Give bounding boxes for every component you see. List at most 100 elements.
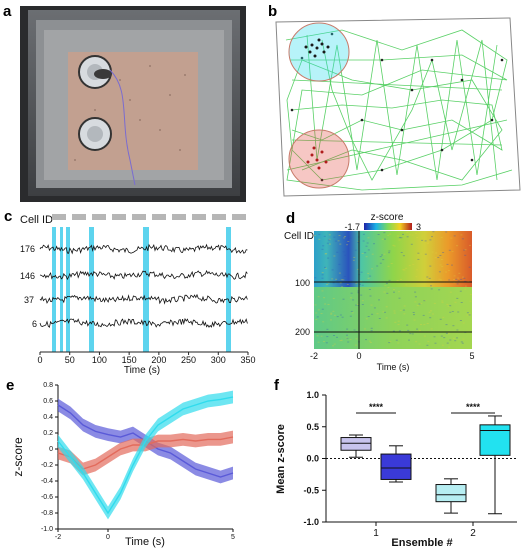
heatmap-noise: [376, 265, 379, 267]
highlight-bands: [52, 227, 231, 352]
heatmap-noise: [346, 283, 349, 285]
heatmap-noise: [369, 342, 372, 343]
heatmap-noise: [353, 329, 356, 331]
heatmap-noise: [357, 292, 360, 294]
heatmap-noise: [325, 253, 328, 255]
heatmap-noise: [341, 316, 344, 318]
track-lines: [285, 29, 513, 191]
heatmap-noise: [369, 295, 372, 297]
heatmap-noise: [332, 297, 335, 299]
f-y-tick-label: 0.0: [306, 454, 319, 464]
heatmap-noise: [415, 232, 418, 234]
heatmap-noise: [360, 271, 363, 273]
panel-c: c Cell ID 0 50 100 150 200 250 300 350 176 146 …: [0, 207, 262, 377]
heatmap-noise: [432, 231, 435, 233]
heatmap-noise: [468, 314, 471, 316]
heatmap-noise: [412, 263, 415, 265]
heatmap-noise: [336, 336, 338, 338]
heatmap-noise: [362, 240, 365, 242]
heatmap-noise: [370, 304, 373, 306]
heatmap-noise: [387, 286, 390, 288]
heatmap-noise: [433, 336, 436, 338]
heatmap-noise: [448, 332, 450, 334]
heatmap-noise: [357, 290, 360, 292]
heatmap-noise: [324, 253, 327, 255]
heatmap-noise: [398, 330, 401, 332]
heatmap-noise: [448, 279, 451, 281]
heatmap-noise: [384, 285, 387, 287]
heatmap-noise: [352, 299, 355, 301]
heatmap-noise: [396, 280, 399, 281]
cell-label: 146: [20, 271, 35, 281]
heatmap-noise: [431, 251, 434, 253]
heatmap-noise: [434, 342, 437, 344]
heatmap-noise: [352, 259, 355, 261]
heatmap-noise: [370, 330, 373, 332]
significance-label: ****: [369, 402, 384, 412]
heatmap-noise: [421, 235, 424, 237]
heatmap-noise: [382, 259, 385, 261]
heatmap-noise: [398, 297, 401, 299]
heatmap-noise: [343, 276, 346, 277]
heatmap-noise: [415, 341, 418, 343]
heatmap-noise: [354, 282, 357, 284]
heatmap-noise: [447, 333, 450, 335]
ensemble-box-plot: 1.0 0.5 0.0 -0.5 -1.0 1 2 **** **** Mean z-sco…: [275, 390, 517, 549]
e-y-tick-label: -0.2: [41, 462, 53, 469]
heatmap-noise: [327, 304, 330, 305]
box-body: [340, 437, 372, 451]
heatmap-noise: [439, 264, 442, 266]
heatmap-noise: [344, 236, 346, 237]
heatmap-noise: [440, 236, 443, 238]
heatmap-noise: [317, 309, 320, 311]
heatmap-noise: [385, 317, 388, 319]
heatmap-noise: [363, 328, 366, 330]
heatmap-noise: [320, 313, 323, 314]
calcium-trace: [39, 293, 248, 305]
heatmap-noise: [322, 321, 325, 323]
heatmap-noise: [469, 300, 472, 302]
heatmap-noise: [331, 269, 334, 271]
heatmap-noise: [378, 299, 380, 301]
heatmap-noise: [330, 313, 333, 315]
heatmap-noise: [347, 241, 350, 242]
heatmap-noise: [314, 304, 317, 306]
significance-label: ****: [466, 402, 481, 412]
heatmap-noise: [367, 277, 370, 279]
heatmap-noise: [457, 311, 460, 313]
heatmap-noise: [393, 310, 396, 312]
heatmap-noise: [399, 278, 402, 280]
heatmap-y-tick: 200: [295, 327, 310, 337]
heatmap-noise: [330, 312, 333, 314]
heatmap-noise: [389, 341, 392, 343]
e-y-tick-label: 0.6: [43, 398, 53, 405]
heatmap-noise: [367, 237, 370, 239]
box-body: [435, 484, 467, 503]
heatmap-noise: [397, 320, 400, 322]
heatmap-noise: [346, 334, 348, 336]
f-y-tick-label: 0.5: [306, 422, 319, 432]
heatmap-noise: [454, 340, 457, 342]
heatmap-noise: [316, 335, 319, 337]
heatmap-noise: [395, 339, 398, 341]
heatmap-noise: [462, 276, 464, 278]
heatmap-noise: [346, 328, 349, 330]
heatmap-noise: [438, 271, 441, 273]
heatmap-noise: [409, 333, 412, 335]
heatmap-noise: [370, 327, 373, 329]
cyan-zone-dots: [304, 38, 330, 58]
heatmap-noise: [323, 297, 326, 299]
heatmap-noise: [385, 306, 388, 308]
heatmap-noise: [462, 338, 465, 340]
heatmap-noise: [381, 238, 384, 240]
heatmap-noise: [449, 305, 452, 307]
heatmap-noise: [459, 320, 462, 321]
heatmap-noise: [353, 256, 356, 258]
heatmap-noise: [445, 332, 448, 334]
traces-y-title: Cell ID: [20, 214, 53, 226]
heatmap-x-tick: -2: [310, 351, 318, 361]
f-y-tick-label: -0.5: [303, 485, 319, 495]
heatmap-noise: [402, 233, 404, 235]
heatmap-noise: [405, 267, 408, 269]
heatmap-noise: [338, 272, 341, 274]
